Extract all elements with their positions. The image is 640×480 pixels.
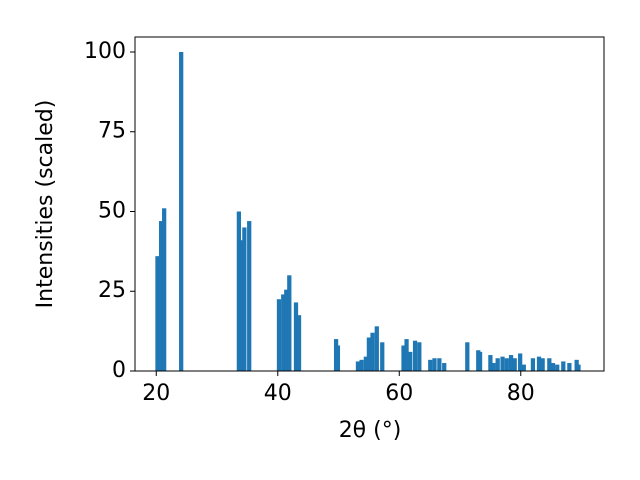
bar	[401, 345, 406, 371]
bar	[477, 351, 483, 371]
y-axis-label: Intensities (scaled)	[33, 100, 58, 309]
bar	[359, 359, 364, 371]
bar	[547, 358, 552, 371]
bar	[512, 358, 517, 371]
bar	[242, 227, 247, 371]
bar	[162, 208, 167, 371]
bar	[518, 353, 523, 371]
bar	[276, 299, 282, 371]
bar	[417, 342, 422, 371]
bar	[293, 302, 299, 371]
bar	[366, 337, 372, 371]
bar	[540, 358, 545, 371]
bar	[374, 326, 379, 371]
bar	[404, 339, 409, 371]
bar	[412, 340, 418, 371]
x-tick-label: 20	[142, 381, 170, 406]
bar	[530, 358, 536, 371]
axes-frame	[134, 36, 605, 372]
bar	[281, 294, 286, 371]
bar	[363, 356, 368, 371]
bar	[355, 361, 361, 371]
bar	[442, 363, 447, 371]
bar	[284, 289, 289, 371]
bar	[179, 51, 184, 371]
bar	[380, 342, 385, 371]
bar	[500, 356, 505, 371]
bar	[504, 358, 509, 371]
x-tick-label: 60	[385, 381, 413, 406]
bar	[491, 363, 496, 371]
bar	[335, 345, 341, 371]
bar	[495, 358, 500, 371]
bar	[239, 240, 245, 371]
y-tick-label: 100	[84, 39, 126, 64]
bar	[555, 364, 560, 371]
bar	[155, 256, 160, 371]
x-tick-label: 40	[264, 381, 292, 406]
y-tick-label: 25	[98, 278, 126, 303]
bar	[432, 358, 437, 371]
bar	[428, 359, 433, 371]
bar	[437, 358, 442, 371]
bar	[296, 315, 302, 371]
bar	[567, 363, 572, 371]
bar	[488, 355, 493, 371]
bar	[408, 351, 413, 371]
bar	[561, 361, 566, 371]
bar	[521, 364, 526, 371]
bar	[576, 364, 581, 371]
bar	[370, 332, 375, 371]
bar	[465, 342, 470, 371]
x-tick-label: 80	[507, 381, 535, 406]
bar	[287, 275, 292, 371]
y-tick-label: 50	[98, 198, 126, 223]
y-tick-label: 0	[112, 358, 126, 383]
bar	[508, 355, 514, 371]
bar	[236, 211, 242, 371]
bar	[536, 356, 542, 371]
bar	[158, 221, 164, 371]
bar	[247, 221, 252, 371]
bar	[550, 363, 556, 371]
x-axis-label: 2θ (°)	[339, 418, 402, 443]
y-tick-label: 75	[98, 119, 126, 144]
